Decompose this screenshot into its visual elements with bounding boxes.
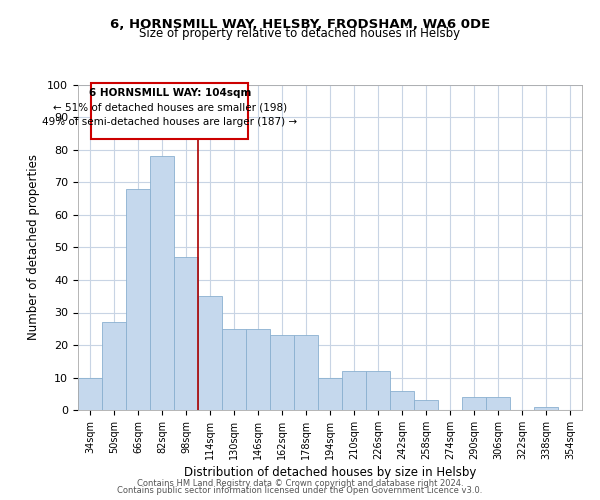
Text: 49% of semi-detached houses are larger (187) →: 49% of semi-detached houses are larger (… — [42, 118, 298, 128]
Bar — [102, 322, 126, 410]
Bar — [462, 397, 486, 410]
Bar — [270, 335, 294, 410]
Text: Contains HM Land Registry data © Crown copyright and database right 2024.: Contains HM Land Registry data © Crown c… — [137, 478, 463, 488]
Bar — [246, 329, 270, 410]
Bar — [486, 397, 510, 410]
Bar — [126, 189, 150, 410]
Bar — [78, 378, 102, 410]
Bar — [366, 371, 390, 410]
Text: 6 HORNSMILL WAY: 104sqm: 6 HORNSMILL WAY: 104sqm — [89, 88, 251, 98]
Bar — [150, 156, 174, 410]
FancyBboxPatch shape — [91, 84, 248, 138]
Bar — [390, 390, 414, 410]
Text: Contains public sector information licensed under the Open Government Licence v3: Contains public sector information licen… — [118, 486, 482, 495]
Bar — [318, 378, 342, 410]
Bar — [342, 371, 366, 410]
Bar — [222, 329, 246, 410]
Y-axis label: Number of detached properties: Number of detached properties — [28, 154, 40, 340]
Bar — [294, 335, 318, 410]
Text: ← 51% of detached houses are smaller (198): ← 51% of detached houses are smaller (19… — [53, 103, 287, 113]
Text: Size of property relative to detached houses in Helsby: Size of property relative to detached ho… — [139, 28, 461, 40]
Text: 6, HORNSMILL WAY, HELSBY, FRODSHAM, WA6 0DE: 6, HORNSMILL WAY, HELSBY, FRODSHAM, WA6 … — [110, 18, 490, 30]
X-axis label: Distribution of detached houses by size in Helsby: Distribution of detached houses by size … — [184, 466, 476, 479]
Bar — [174, 257, 198, 410]
Bar — [414, 400, 438, 410]
Bar — [198, 296, 222, 410]
Bar — [534, 407, 558, 410]
